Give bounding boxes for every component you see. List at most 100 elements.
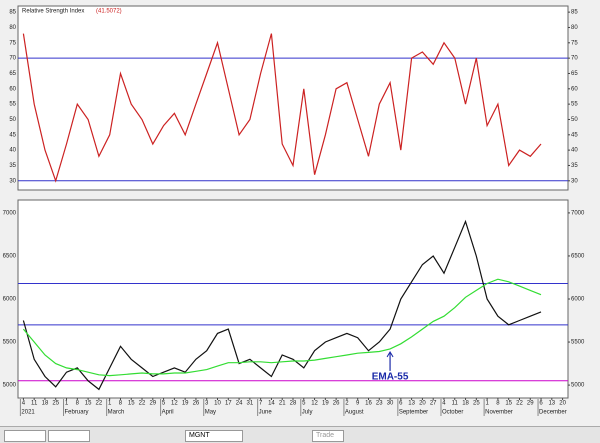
month-label: September xyxy=(399,410,428,416)
plot-area xyxy=(17,5,569,191)
x-tick-label: 13 xyxy=(548,401,555,407)
x-tick-label: 31 xyxy=(247,401,254,407)
y-tick-label: 55 xyxy=(571,102,578,108)
month-label: February xyxy=(65,410,89,416)
y-tick-label: 60 xyxy=(9,86,16,92)
x-tick-label: 19 xyxy=(182,401,189,407)
month-label: April xyxy=(162,410,174,416)
x-tick-label: 26 xyxy=(193,401,200,407)
x-tick-label: 18 xyxy=(42,401,49,407)
y-tick-label: 50 xyxy=(9,117,16,123)
dropdown[interactable] xyxy=(48,430,90,442)
y-tick-label: 6000 xyxy=(3,297,17,303)
annotation: EMA-55 xyxy=(372,372,409,383)
series-line xyxy=(22,278,542,377)
month-label: November xyxy=(485,410,513,416)
x-tick-label: 23 xyxy=(376,401,383,407)
y-tick-label: 75 xyxy=(571,40,578,46)
x-tick-label: 9 xyxy=(356,401,360,407)
month-label: July xyxy=(302,410,313,416)
x-tick-label: 11 xyxy=(452,401,459,407)
month-label: 2021 xyxy=(21,410,35,416)
x-tick-label: 1 xyxy=(108,401,112,407)
y-tick-label: 35 xyxy=(9,163,16,169)
y-tick-label: 5000 xyxy=(3,383,17,389)
y-tick-label: 6000 xyxy=(571,297,585,303)
x-tick-label: 15 xyxy=(505,401,512,407)
x-tick-label: 16 xyxy=(365,401,372,407)
y-tick-label: 7000 xyxy=(3,210,17,216)
y-tick-label: 65 xyxy=(571,71,578,77)
x-tick-label: 8 xyxy=(119,401,123,407)
trade-button[interactable]: Trade xyxy=(312,430,344,442)
indicator-value: (41.5072) xyxy=(96,9,122,15)
x-tick-label: 12 xyxy=(171,401,178,407)
series-line xyxy=(22,33,542,183)
x-tick-label: 29 xyxy=(527,401,534,407)
month-label: December xyxy=(539,410,567,416)
y-tick-label: 50 xyxy=(571,117,578,123)
arrow-head xyxy=(386,350,394,358)
y-tick-label: 45 xyxy=(571,132,578,138)
y-tick-label: 45 xyxy=(9,132,16,138)
y-tick-label: 80 xyxy=(9,25,16,31)
indicator-title: Relative Strength Index xyxy=(22,9,84,15)
x-tick-label: 26 xyxy=(333,401,340,407)
month-label: May xyxy=(205,410,216,416)
x-tick-label: 25 xyxy=(52,401,59,407)
y-tick-label: 35 xyxy=(571,163,578,169)
y-tick-label: 70 xyxy=(571,56,578,62)
plot-area xyxy=(17,199,569,399)
symbol-box[interactable]: MGNT xyxy=(185,430,243,442)
y-tick-label: 30 xyxy=(571,178,578,184)
y-tick-label: 30 xyxy=(9,178,16,184)
y-tick-label: 5500 xyxy=(3,340,17,346)
x-tick-label: 2 xyxy=(345,401,349,407)
x-tick-label: 8 xyxy=(496,401,500,407)
x-tick-label: 24 xyxy=(236,401,243,407)
x-tick-label: 22 xyxy=(516,401,523,407)
x-tick-label: 18 xyxy=(462,401,469,407)
x-tick-label: 20 xyxy=(559,401,566,407)
y-tick-label: 85 xyxy=(571,10,578,16)
dropdown[interactable] xyxy=(4,430,46,442)
x-tick-label: 1 xyxy=(485,401,489,407)
toolbar: MGNT Trade xyxy=(0,426,600,443)
x-tick-label: 30 xyxy=(387,401,394,407)
month-label: October xyxy=(442,410,463,416)
x-tick-label: 20 xyxy=(419,401,426,407)
x-tick-label: 1 xyxy=(65,401,69,407)
x-tick-label: 13 xyxy=(408,401,415,407)
x-tick-label: 6 xyxy=(399,401,403,407)
x-tick-label: 6 xyxy=(539,401,543,407)
x-tick-label: 21 xyxy=(279,401,286,407)
month-label: March xyxy=(108,410,125,416)
x-tick-label: 12 xyxy=(311,401,318,407)
x-tick-label: 5 xyxy=(302,401,306,407)
x-tick-label: 8 xyxy=(76,401,80,407)
y-tick-label: 65 xyxy=(9,71,16,77)
y-tick-label: 60 xyxy=(571,86,578,92)
series-line xyxy=(22,219,542,391)
y-tick-label: 6500 xyxy=(571,254,585,260)
x-tick-label: 15 xyxy=(128,401,135,407)
x-tick-label: 4 xyxy=(442,401,446,407)
x-tick-label: 14 xyxy=(268,401,275,407)
y-tick-label: 80 xyxy=(571,25,578,31)
x-tick-label: 27 xyxy=(430,401,437,407)
x-tick-label: 5 xyxy=(162,401,166,407)
y-tick-label: 40 xyxy=(9,148,16,154)
x-tick-label: 19 xyxy=(322,401,329,407)
x-tick-label: 17 xyxy=(225,401,232,407)
x-tick-label: 3 xyxy=(205,401,209,407)
y-tick-label: 70 xyxy=(9,56,16,62)
x-tick-label: 11 xyxy=(31,401,38,407)
x-tick-label: 15 xyxy=(85,401,92,407)
x-tick-label: 10 xyxy=(214,401,221,407)
y-tick-label: 5500 xyxy=(571,340,585,346)
x-tick-label: 29 xyxy=(149,401,156,407)
x-tick-label: 25 xyxy=(473,401,480,407)
y-tick-label: 7000 xyxy=(571,210,585,216)
